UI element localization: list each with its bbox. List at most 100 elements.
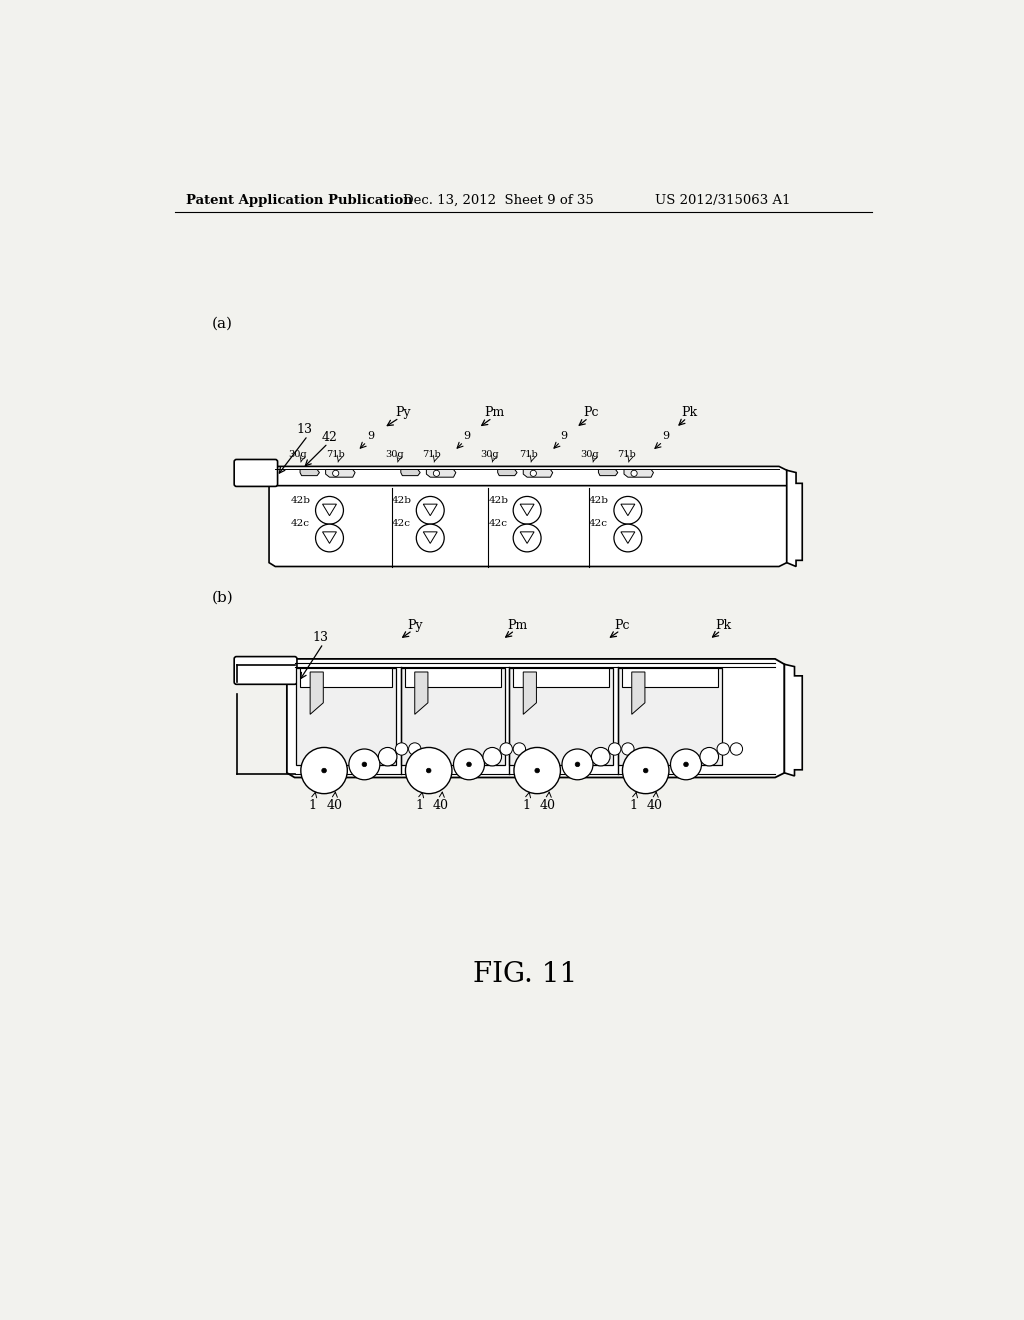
Polygon shape [498,470,517,475]
Text: Pk: Pk [715,619,731,632]
Text: 13: 13 [312,631,329,644]
Text: 1: 1 [416,792,424,812]
Text: Patent Application Publication: Patent Application Publication [186,194,413,207]
Polygon shape [323,504,337,516]
Polygon shape [326,470,355,478]
Text: 30g: 30g [581,450,599,459]
Circle shape [467,762,471,767]
Text: 42c: 42c [291,519,309,528]
Circle shape [333,470,339,477]
Circle shape [349,748,380,780]
Text: 40: 40 [327,792,342,812]
Polygon shape [598,470,617,475]
Circle shape [433,470,439,477]
Circle shape [535,768,540,774]
Circle shape [395,743,408,755]
Text: 1: 1 [308,792,316,812]
Text: 9: 9 [663,430,670,441]
Polygon shape [632,672,645,714]
Text: Pm: Pm [484,407,505,418]
Text: Py: Py [395,407,411,418]
Text: 30g: 30g [385,450,403,459]
Text: 9: 9 [367,430,374,441]
Polygon shape [300,470,319,475]
Bar [509,668,613,766]
Polygon shape [269,486,786,566]
Polygon shape [523,672,537,714]
Circle shape [717,743,729,755]
Text: 42b: 42b [488,496,508,504]
Polygon shape [310,672,324,714]
Circle shape [315,524,343,552]
Polygon shape [423,532,437,544]
Circle shape [454,748,484,780]
Circle shape [322,768,327,774]
Polygon shape [621,532,635,544]
Circle shape [622,743,634,755]
Text: 42c: 42c [488,519,507,528]
Circle shape [378,747,397,766]
Text: Pc: Pc [614,619,630,632]
Circle shape [417,524,444,552]
Circle shape [643,768,648,774]
Polygon shape [513,668,609,688]
Text: 40: 40 [540,792,556,812]
Text: 1: 1 [630,792,638,812]
Circle shape [315,496,343,524]
Circle shape [592,747,610,766]
Text: 30g: 30g [480,450,499,459]
Polygon shape [323,532,337,544]
Text: 71b: 71b [519,450,538,459]
Text: 42c: 42c [589,519,608,528]
Text: 42b: 42b [589,496,609,504]
Circle shape [530,470,537,477]
Text: US 2012/315063 A1: US 2012/315063 A1 [655,194,791,207]
Text: 30g: 30g [289,450,307,459]
Circle shape [562,748,593,780]
Polygon shape [624,470,653,478]
Polygon shape [423,504,437,516]
Text: 71b: 71b [327,450,345,459]
Circle shape [513,496,541,524]
FancyBboxPatch shape [234,656,297,684]
Text: 40: 40 [433,792,450,812]
Text: 42c: 42c [391,519,411,528]
Circle shape [417,496,444,524]
Polygon shape [784,664,802,776]
Circle shape [614,524,642,552]
Polygon shape [520,532,535,544]
Text: 42b: 42b [391,496,412,504]
FancyBboxPatch shape [234,459,278,487]
Circle shape [700,747,719,766]
Polygon shape [415,672,428,714]
Bar [296,668,396,766]
Polygon shape [269,466,786,488]
Circle shape [514,747,560,793]
Polygon shape [621,504,635,516]
Text: Dec. 13, 2012  Sheet 9 of 35: Dec. 13, 2012 Sheet 9 of 35 [403,194,594,207]
Text: 9: 9 [463,430,470,441]
Polygon shape [786,470,802,566]
Text: 1: 1 [522,792,530,812]
Text: (b): (b) [212,590,233,605]
Polygon shape [523,470,553,478]
Polygon shape [404,668,501,688]
Text: Pk: Pk [681,407,697,418]
Circle shape [500,743,512,755]
Text: 71b: 71b [616,450,636,459]
Polygon shape [520,504,535,516]
Text: Pc: Pc [583,407,598,418]
Circle shape [623,747,669,793]
Bar [400,668,505,766]
Polygon shape [426,470,456,478]
Circle shape [575,762,580,767]
Polygon shape [622,668,718,688]
Bar [617,668,722,766]
Circle shape [614,496,642,524]
Circle shape [513,524,541,552]
Polygon shape [287,659,784,777]
Polygon shape [400,470,420,475]
Circle shape [631,470,637,477]
Polygon shape [300,668,392,688]
Text: 42: 42 [322,430,338,444]
